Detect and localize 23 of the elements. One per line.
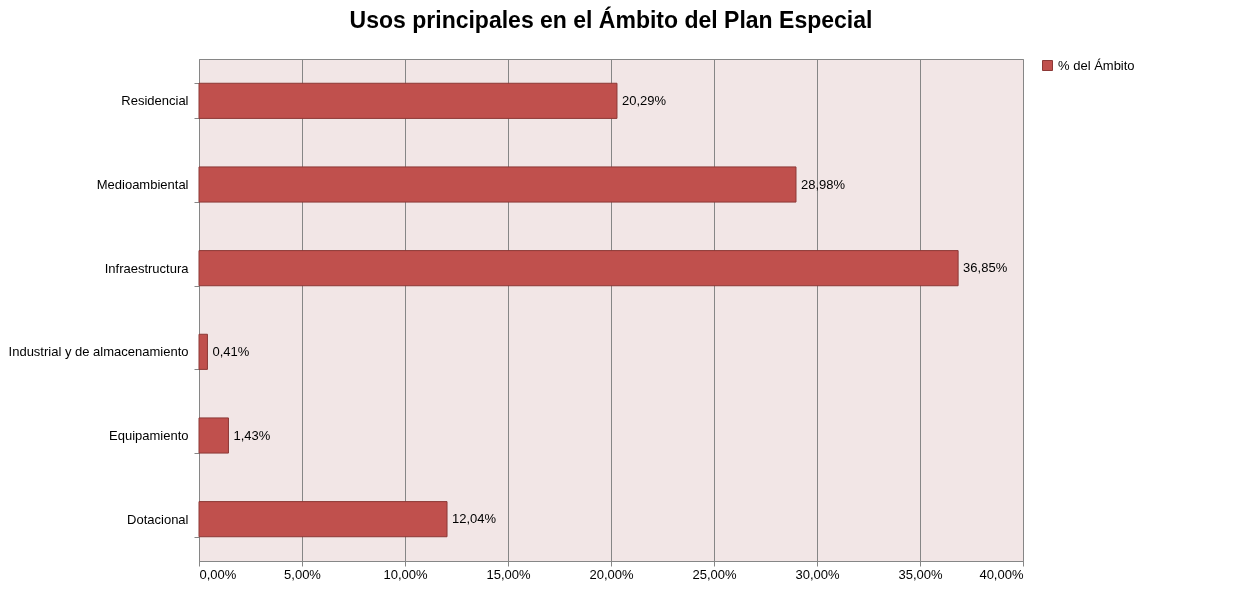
y-tick-label: Industrial y de almacenamiento	[8, 344, 189, 360]
y-tick-label: Residencial	[121, 93, 189, 109]
x-tick-label: 10,00%	[383, 566, 428, 582]
x-tick-label: 35,00%	[898, 566, 943, 582]
y-tick-label: Equipamiento	[109, 428, 189, 443]
y-tick-label: Dotacional	[127, 511, 189, 527]
legend-label: % del Ámbito	[1058, 57, 1135, 73]
y-tick-label: Infraestructura	[104, 260, 190, 276]
x-tick-label: 20,00%	[589, 566, 634, 582]
data-label: 0,41%	[212, 343, 250, 359]
y-tick-label: Medioambiental	[96, 177, 189, 192]
x-tick-label: 15,00%	[486, 566, 531, 582]
data-label: 36,85%	[963, 260, 1008, 276]
data-label: 12,04%	[452, 511, 497, 527]
x-tick-label: 30,00%	[795, 566, 840, 582]
data-label: 28,98%	[800, 176, 846, 192]
data-label: 1,43%	[233, 427, 271, 443]
data-label: 20,29%	[621, 92, 667, 108]
chart-title: Usos principales en el Ámbito del Plan Especial	[349, 6, 873, 33]
x-tick-label: 5,00%	[284, 566, 322, 582]
x-tick-label: 0,00%	[199, 566, 237, 582]
x-tick-label: 25,00%	[692, 566, 737, 582]
x-tick-label: 40,00%	[979, 566, 1024, 582]
